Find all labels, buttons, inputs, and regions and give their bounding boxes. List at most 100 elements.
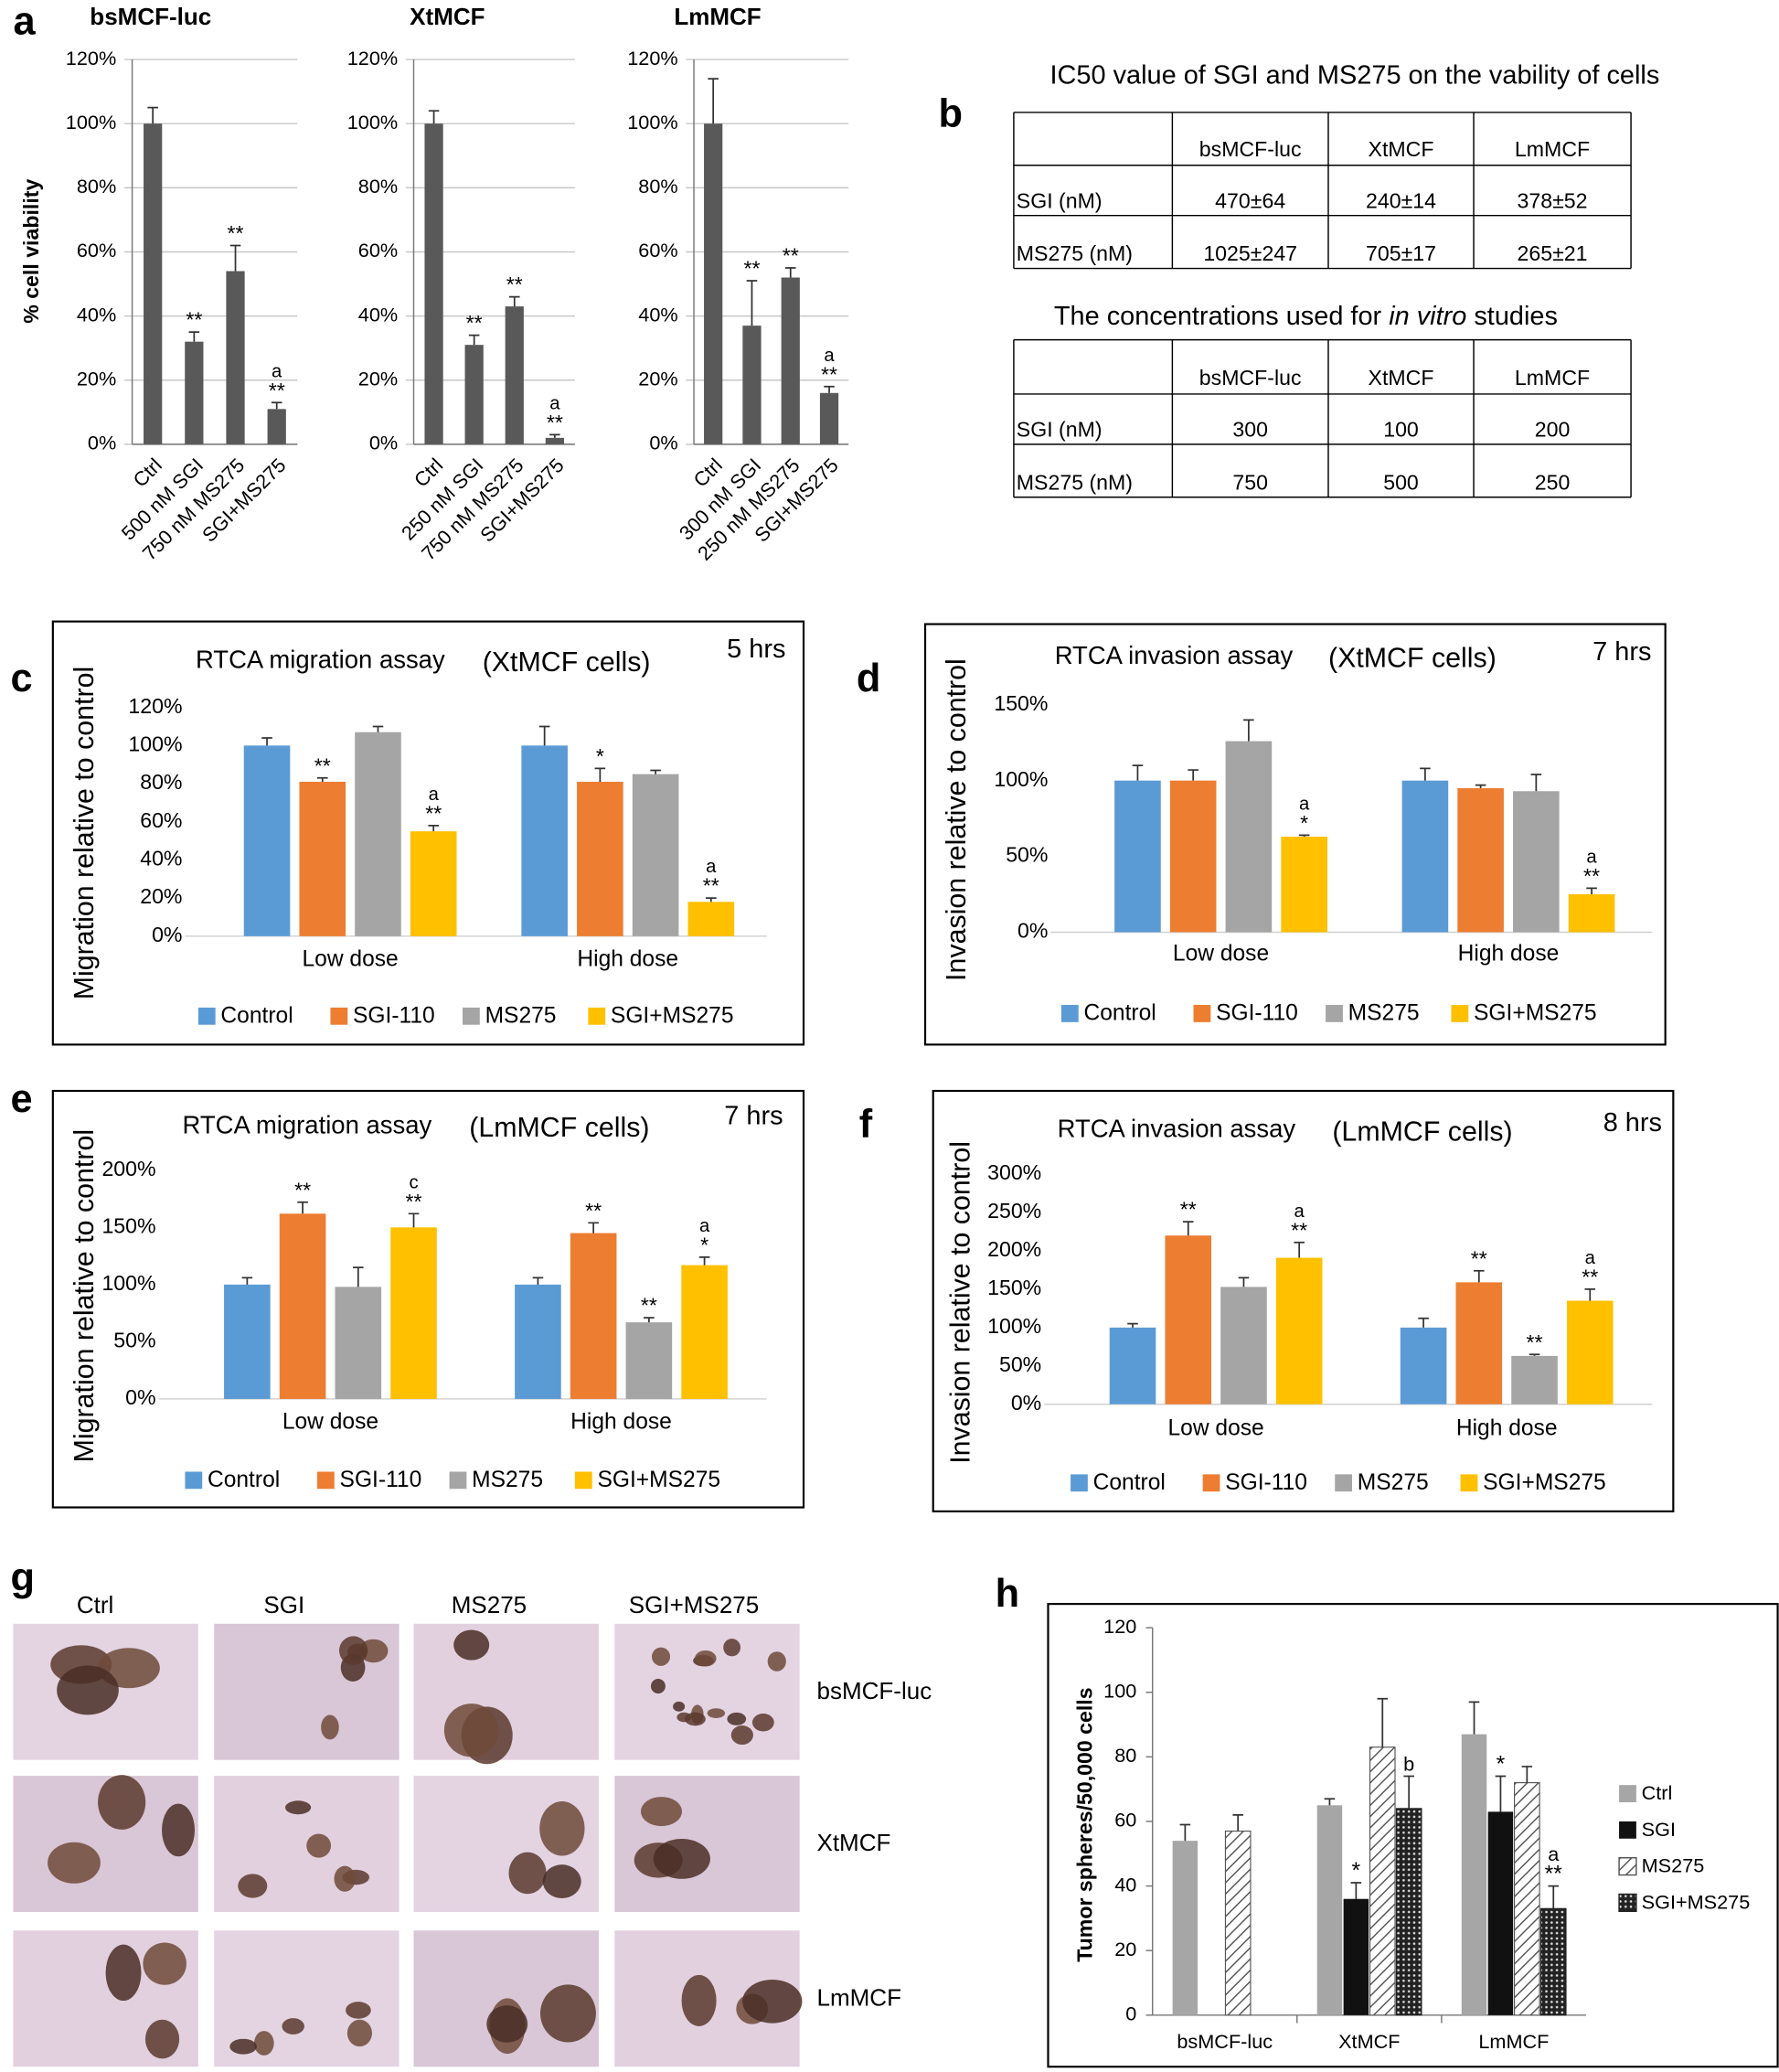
- legend-swatch: [1618, 1893, 1637, 1913]
- error-bar: [1232, 1814, 1243, 1832]
- y-axis-label: % cell viability: [19, 179, 43, 324]
- significance: **: [186, 308, 202, 332]
- error-bar: [241, 1276, 253, 1285]
- panel-frame: [51, 620, 805, 1046]
- error-bar: [1132, 764, 1144, 781]
- legend-label: Control: [220, 1004, 293, 1029]
- table-title: IC50 value of SGI and MS275 on the vabil…: [1050, 61, 1660, 91]
- panel-letter: c: [11, 657, 33, 700]
- y-tick-label: 20%: [358, 367, 398, 390]
- panel-letter: a: [13, 0, 36, 43]
- table-cell: 705±17: [1366, 241, 1436, 265]
- error-bar: [538, 725, 550, 746]
- chart-title: LmMCF: [674, 3, 761, 30]
- error-bar: [1179, 1823, 1191, 1842]
- error-bar: [1324, 1798, 1336, 1806]
- error-bar: [1521, 1766, 1533, 1783]
- error-bar: [353, 1266, 364, 1287]
- legend-label: SGI-110: [1225, 1470, 1307, 1495]
- panel-frame: [932, 1089, 1675, 1512]
- row-label: XtMCF: [816, 1829, 890, 1856]
- error-bar: [644, 1317, 655, 1323]
- y-tick-label: 40%: [638, 303, 677, 326]
- error-bar: [1127, 1322, 1138, 1328]
- bar: [505, 306, 524, 444]
- y-tick-label: 150%: [994, 691, 1048, 715]
- significance-letter: a: [699, 1216, 710, 1236]
- cell-sphere: [162, 1803, 196, 1857]
- bar: [1225, 741, 1273, 933]
- significance: **: [1291, 1218, 1307, 1242]
- error-bar: [147, 106, 158, 124]
- y-tick-label: 120: [1103, 1615, 1136, 1638]
- panel-frame: [923, 623, 1667, 1046]
- y-tick-label: 40%: [77, 303, 116, 326]
- cell-sphere: [48, 1842, 101, 1884]
- significance: **: [743, 257, 760, 281]
- y-tick-label: 60%: [358, 239, 398, 262]
- cell-sphere: [707, 1708, 726, 1718]
- y-tick-label: 0%: [369, 432, 398, 454]
- bar: [335, 1287, 382, 1399]
- panel-letter: f: [859, 1103, 873, 1147]
- cell-sphere: [653, 1838, 710, 1879]
- table-header: XtMCF: [1369, 366, 1434, 390]
- error-bar: [698, 1255, 710, 1266]
- bar: [185, 341, 204, 444]
- cell-sphere: [486, 2005, 528, 2043]
- legend-swatch: [1460, 1474, 1478, 1492]
- legend-label: SGI-110: [1216, 1001, 1298, 1026]
- cell-sphere: [751, 1714, 774, 1732]
- significance-letter: a: [1294, 1202, 1305, 1222]
- error-bar: [708, 78, 719, 124]
- y-tick-label: 100%: [128, 732, 182, 755]
- significance: **: [1527, 1330, 1543, 1354]
- y-tick-label: 0%: [152, 923, 182, 946]
- y-tick-label: 150%: [987, 1276, 1041, 1299]
- cell-sphere: [685, 1712, 706, 1726]
- table-header: LmMCF: [1515, 137, 1590, 161]
- y-tick-label: 60%: [638, 239, 677, 262]
- significance: **: [585, 1199, 602, 1223]
- cell-sphere: [730, 1725, 753, 1745]
- y-axis-label: Invasion relative to control: [946, 1141, 976, 1464]
- micrograph: [614, 1776, 800, 1913]
- cell-sphere: [143, 1942, 186, 1985]
- x-tick-label: Low dose: [282, 1409, 378, 1434]
- table-cell: 378±52: [1518, 188, 1588, 212]
- y-tick-label: 100%: [987, 1314, 1041, 1338]
- x-tick-label: High dose: [1456, 1416, 1558, 1441]
- legend-swatch: [1619, 1821, 1636, 1839]
- error-bar: [706, 897, 717, 902]
- bar: [1395, 1808, 1422, 2016]
- significance: **: [506, 272, 523, 296]
- significance: **: [466, 311, 483, 335]
- legend-swatch: [1618, 1857, 1637, 1876]
- error-bar: [1548, 1885, 1560, 1909]
- column-label: SGI: [263, 1591, 304, 1618]
- y-axis-label: Migration relative to control: [69, 1129, 100, 1463]
- legend-swatch: [1326, 1005, 1343, 1022]
- legend-swatch: [1193, 1005, 1211, 1022]
- table-cell: 1025±247: [1203, 241, 1297, 265]
- y-tick-label: 50%: [1006, 843, 1048, 867]
- x-tick-label: LmMCF: [1478, 2030, 1549, 2053]
- y-tick-label: 80: [1114, 1744, 1136, 1767]
- y-tick-label: 20%: [140, 884, 182, 908]
- y-tick-label: 60%: [77, 239, 116, 262]
- cell-sphere: [98, 1775, 146, 1830]
- bar: [299, 781, 346, 936]
- legend-swatch: [197, 1007, 216, 1025]
- y-tick-label: 80%: [638, 175, 677, 198]
- error-bar: [1294, 1241, 1305, 1258]
- significance: **: [269, 379, 285, 402]
- x-tick-label: High dose: [1458, 942, 1560, 967]
- significance: **: [228, 221, 244, 245]
- x-tick-label: XtMCF: [1338, 2030, 1400, 2053]
- bar: [267, 409, 286, 444]
- table-title: The concentrations used for in vitro stu…: [1054, 302, 1558, 331]
- bar: [1487, 1811, 1514, 2015]
- error-bar: [784, 267, 796, 278]
- legend-label: SGI+MS275: [597, 1468, 720, 1492]
- significance-letter: a: [1299, 794, 1310, 814]
